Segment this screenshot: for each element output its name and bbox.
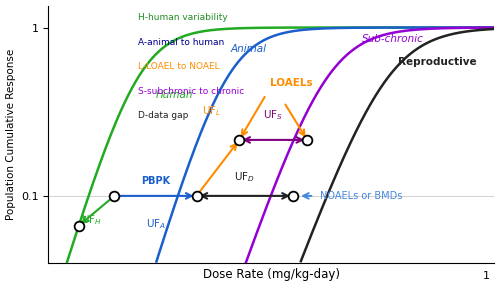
Text: S-subchronic to chronic: S-subchronic to chronic: [138, 87, 244, 96]
Text: UF$_D$: UF$_D$: [234, 170, 255, 184]
Text: H-human variability: H-human variability: [138, 13, 228, 22]
Text: Reproductive: Reproductive: [398, 57, 476, 67]
Text: LOAELs: LOAELs: [270, 77, 312, 88]
Text: Animal: Animal: [230, 44, 266, 53]
Text: Sub-chronic: Sub-chronic: [362, 34, 424, 44]
Text: UF$_S$: UF$_S$: [262, 108, 282, 122]
Text: UF$_H$: UF$_H$: [81, 213, 102, 227]
Text: A-animal to human: A-animal to human: [138, 38, 224, 47]
Text: NOAELs or BMDs: NOAELs or BMDs: [320, 191, 402, 201]
Text: UF$_A$: UF$_A$: [146, 217, 166, 231]
Text: UF$_L$: UF$_L$: [202, 104, 222, 118]
Text: PBPK: PBPK: [141, 176, 170, 186]
Text: D-data gap: D-data gap: [138, 111, 188, 120]
X-axis label: Dose Rate (mg/kg-day): Dose Rate (mg/kg-day): [203, 268, 340, 282]
Y-axis label: Population Cumulative Response: Population Cumulative Response: [6, 49, 16, 220]
Text: L-LOAEL to NOAEL: L-LOAEL to NOAEL: [138, 62, 220, 71]
Text: Human: Human: [156, 90, 193, 100]
Text: 1: 1: [483, 271, 490, 281]
